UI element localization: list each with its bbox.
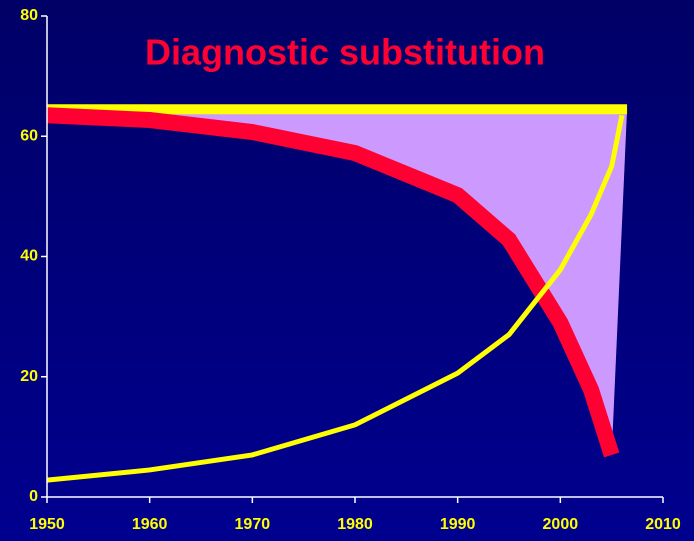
line <box>46 107 620 458</box>
y-tick-label: 80 <box>20 7 38 24</box>
x-tick-label: 1950 <box>29 516 65 533</box>
line <box>46 114 625 483</box>
chart-title: Diagnostic substitution <box>145 32 545 73</box>
x-tick-label: 2010 <box>645 516 681 533</box>
y-tick-label: 0 <box>29 488 38 505</box>
y-tick-label: 20 <box>20 368 38 385</box>
x-tick-label: 1990 <box>440 516 476 533</box>
x-tick-label: 2000 <box>543 516 579 533</box>
x-tick-label: 1980 <box>337 516 373 533</box>
y-tick-label: 40 <box>20 248 38 265</box>
x-tick-label: 1970 <box>235 516 271 533</box>
area <box>47 109 628 455</box>
y-tick-label: 60 <box>20 127 38 144</box>
x-tick-label: 1960 <box>132 516 168 533</box>
